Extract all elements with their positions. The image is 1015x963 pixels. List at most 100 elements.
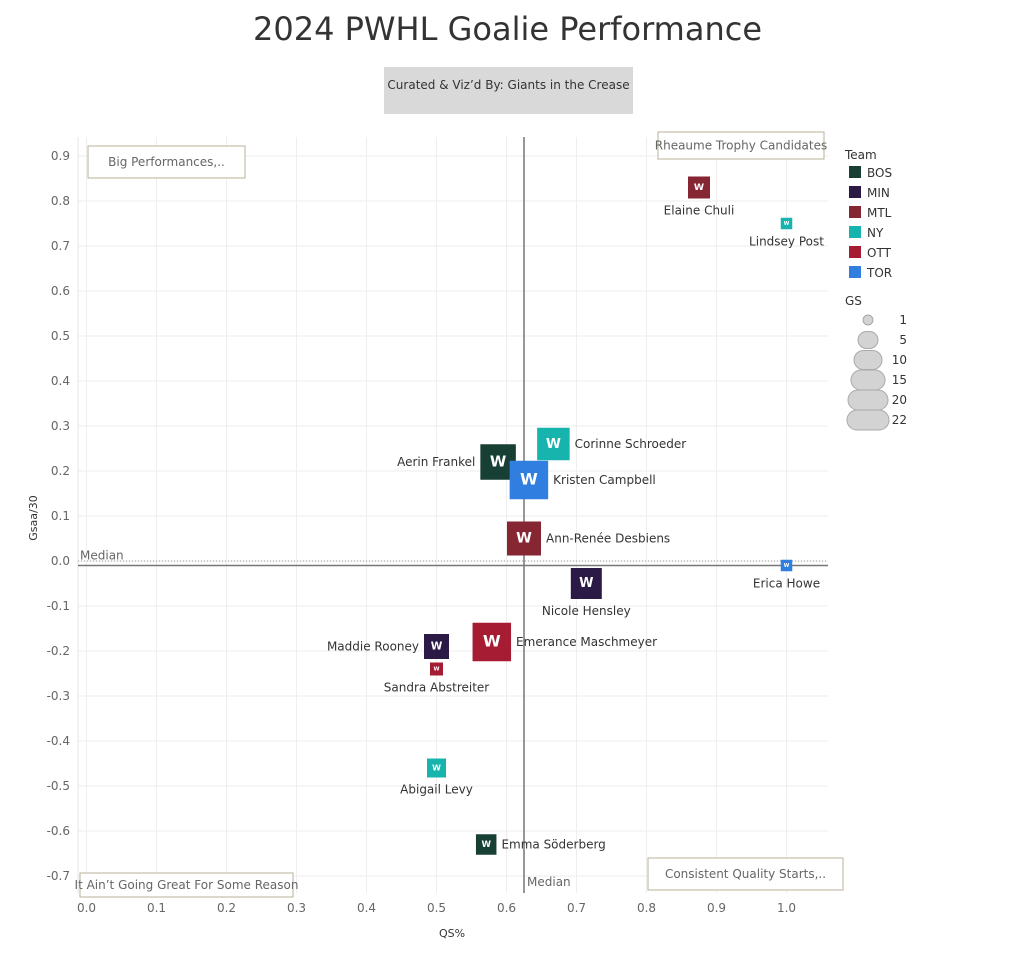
legend-size-label: 20	[892, 393, 907, 407]
legend-team-label: NY	[867, 226, 884, 240]
point-label: Maddie Rooney	[327, 640, 419, 654]
data-point[interactable]: W Nicole Hensley	[542, 568, 631, 618]
x-tick-label: 0.6	[497, 901, 516, 915]
y-tick-label: 0.5	[51, 329, 70, 343]
data-point[interactable]: W Emma Söderberg	[475, 834, 606, 855]
data-point[interactable]: W Emerance Maschmeyer	[472, 622, 658, 662]
legend-team-label: TOR	[866, 266, 892, 280]
data-point[interactable]: W Kristen Campbell	[509, 460, 656, 500]
point-label: Ann-Renée Desbiens	[546, 532, 670, 546]
data-point[interactable]: W Abigail Levy	[400, 758, 473, 797]
y-axis-title: Gsaa/30	[27, 495, 40, 540]
legend-team-item[interactable]: BOS	[849, 166, 892, 180]
data-point[interactable]: W Ann-Renée Desbiens	[507, 521, 670, 556]
team-logo-marker	[570, 568, 602, 599]
point-label: Emma Söderberg	[501, 838, 605, 852]
legend-swatch	[849, 266, 861, 278]
legend-team-label: BOS	[867, 166, 892, 180]
data-point[interactable]: W Aerin Frankel	[397, 444, 516, 480]
y-tick-label: 0.3	[51, 419, 70, 433]
y-tick-label: -0.4	[47, 734, 70, 748]
legend-team-item[interactable]: OTT	[849, 246, 892, 260]
pwhl-logo-icon: W	[579, 576, 593, 591]
legend-swatch	[849, 186, 861, 198]
point-label: Corinne Schroeder	[575, 437, 687, 451]
data-point[interactable]: W Elaine Chuli	[664, 176, 735, 218]
pwhl-logo-icon: W	[516, 531, 532, 547]
pwhl-logo-icon: W	[490, 452, 506, 470]
y-tick-label: 0.4	[51, 374, 70, 388]
grid-lines	[77, 137, 828, 893]
quadrant-text: Big Performances,..	[108, 155, 225, 169]
team-logo-marker	[780, 559, 793, 572]
legend-team-item[interactable]: NY	[849, 226, 884, 240]
legend-size-title: GS	[845, 294, 862, 308]
quadrant-label-bottom-right: Consistent Quality Starts,..	[647, 857, 844, 891]
legend-swatch	[849, 166, 861, 178]
y-tick-label: 0.2	[51, 464, 70, 478]
team-logo-marker	[472, 622, 512, 662]
legend-team-title: Team	[844, 148, 877, 162]
pwhl-logo-icon: W	[431, 641, 443, 653]
x-tick-label: 0.0	[77, 901, 96, 915]
team-logo-marker	[430, 662, 443, 676]
y-tick-label: 0.7	[51, 239, 70, 253]
legend-team-label: MTL	[867, 206, 892, 220]
data-point[interactable]: W Corinne Schroeder	[537, 427, 687, 461]
point-label: Lindsey Post	[749, 234, 824, 248]
data-point[interactable]: W Lindsey Post	[749, 217, 824, 249]
legend-swatch	[849, 226, 861, 238]
x-tick-label: 0.9	[707, 901, 726, 915]
pwhl-logo-icon: W	[483, 632, 501, 651]
legend-swatch	[849, 246, 861, 258]
pwhl-logo-icon: W	[784, 221, 790, 227]
data-point[interactable]: W Sandra Abstreiter	[384, 662, 490, 695]
chart-title: 2024 PWHL Goalie Performance	[252, 10, 762, 48]
quadrant-text: Consistent Quality Starts,..	[665, 867, 826, 881]
x-median-label: Median	[527, 875, 571, 889]
x-tick-label: 0.8	[637, 901, 656, 915]
team-logo-marker	[537, 427, 570, 461]
pwhl-logo-icon: W	[520, 470, 538, 489]
legend-size-marker	[862, 314, 874, 326]
legend-team-item[interactable]: TOR	[849, 266, 892, 280]
quadrant-text: Rheaume Trophy Candidates	[655, 139, 828, 153]
point-label: Aerin Frankel	[397, 455, 475, 469]
legend-size-marker	[847, 389, 889, 411]
x-tick-label: 0.7	[567, 901, 586, 915]
y-tick-label: -0.6	[47, 824, 70, 838]
legend-size-label: 5	[899, 333, 907, 347]
median-lines: Median Median	[78, 137, 828, 893]
legend-size-label: 10	[892, 353, 907, 367]
legend-size-label: 22	[892, 413, 907, 427]
x-tick-label: 0.1	[147, 901, 166, 915]
credit-box: Curated & Viz’d By: Giants in the Crease	[384, 67, 633, 114]
legend-size-label: 1	[899, 313, 907, 327]
legend-size-item: 10	[853, 350, 907, 370]
legend-swatch	[849, 206, 861, 218]
data-point[interactable]: W Maddie Rooney	[327, 634, 449, 659]
pwhl-logo-icon: W	[481, 840, 491, 850]
point-label: Sandra Abstreiter	[384, 681, 490, 695]
x-tick-label: 0.4	[357, 901, 376, 915]
y-tick-label: 0.8	[51, 194, 70, 208]
y-tick-label: 0.6	[51, 284, 70, 298]
legend-team-item[interactable]: MTL	[849, 206, 892, 220]
quadrant-label-bottom-left: It Ain’t Going Great For Some Reason	[75, 872, 298, 898]
legend-team-item[interactable]: MIN	[849, 186, 890, 200]
x-tick-label: 0.5	[427, 901, 446, 915]
data-points: W Elaine Chuli W Lindsey Post W Corinne Schro…	[327, 176, 824, 855]
data-point[interactable]: W Erica Howe	[753, 559, 820, 591]
y-tick-label: 0.9	[51, 149, 70, 163]
y-tick-label: 0.1	[51, 509, 70, 523]
pwhl-logo-icon: W	[784, 563, 790, 569]
x-tick-label: 0.3	[287, 901, 306, 915]
y-tick-label: -0.3	[47, 689, 70, 703]
pwhl-logo-icon: W	[694, 182, 704, 193]
legend-size-item: 22	[846, 409, 907, 431]
team-logo-marker	[780, 217, 793, 230]
pwhl-logo-icon: W	[433, 667, 439, 673]
legend-size-item: 15	[850, 369, 907, 391]
